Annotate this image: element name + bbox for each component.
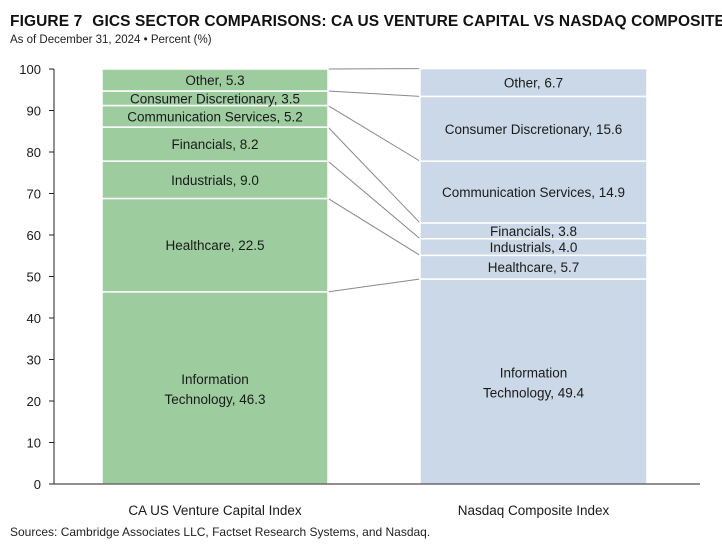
y-tick-label: 70 [27, 187, 41, 202]
bar-segment-industrials [101, 160, 329, 200]
title-text: GICS SECTOR COMPARISONS: CA US VENTURE C… [92, 13, 722, 30]
y-tick-label: 20 [27, 394, 41, 409]
x-category-label: Nasdaq Composite Index [458, 503, 610, 518]
segment-label: Consumer Discretionary, 3.5 [130, 91, 300, 106]
y-tick-label: 0 [34, 477, 41, 492]
y-tick-label: 100 [19, 62, 41, 77]
bar-segment-information-technology [101, 291, 329, 485]
figure-label: FIGURE 7 [10, 13, 83, 30]
connector-line [327, 198, 421, 256]
segment-label: Other, 5.3 [185, 73, 244, 88]
segment-label: Information Technology, 46.3 [164, 372, 265, 407]
y-tick-label: 40 [27, 311, 41, 326]
y-tick-label: 60 [27, 228, 41, 243]
segment-label: Industrials, 9.0 [171, 173, 259, 188]
connector-line [327, 105, 421, 162]
bar-segment-communication-services [419, 160, 648, 224]
bar-segment-consumer-discretionary [419, 95, 648, 162]
chart-title: FIGURE 7 GICS SECTOR COMPARISONS: CA US V… [10, 13, 722, 31]
connector-line [327, 278, 421, 293]
chart-subtitle: As of December 31, 2024 • Percent (%) [10, 34, 212, 46]
connector-line [327, 126, 421, 224]
connector-line [327, 160, 421, 240]
segment-label: Other, 6.7 [504, 75, 563, 90]
y-tick-label: 50 [27, 270, 41, 285]
y-tick-label: 80 [27, 145, 41, 160]
bar-segment-information-technology [419, 278, 648, 485]
segment-label: Healthcare, 22.5 [165, 238, 264, 253]
y-tick-label: 10 [27, 436, 41, 451]
segment-label: Information Technology, 49.4 [483, 365, 585, 400]
bar-segment-other [419, 67, 648, 98]
segment-label: Industrials, 4.0 [490, 240, 578, 255]
y-tick-label: 30 [27, 353, 41, 368]
connector-line [327, 90, 421, 97]
segment-label: Financials, 3.8 [490, 224, 577, 239]
segment-label: Communication Services, 5.2 [127, 109, 303, 124]
segment-label: Consumer Discretionary, 15.6 [445, 122, 623, 137]
segment-label: Healthcare, 5.7 [488, 260, 580, 275]
bar-segment-other [101, 68, 329, 92]
segment-label: Communication Services, 14.9 [442, 185, 625, 200]
segment-label: Financials, 8.2 [171, 137, 258, 152]
source-note: Sources: Cambridge Associates LLC, Facts… [10, 525, 431, 539]
bar-segment-healthcare [101, 197, 329, 293]
y-tick-label: 90 [27, 104, 41, 119]
x-category-label: CA US Venture Capital Index [128, 503, 302, 518]
